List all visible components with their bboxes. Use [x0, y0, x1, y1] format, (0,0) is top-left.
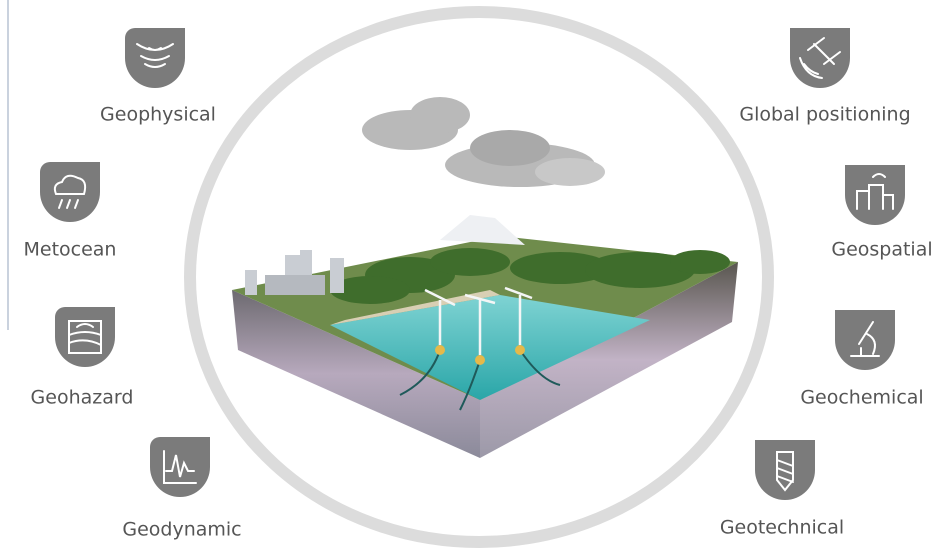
icon-geotechnical — [755, 440, 815, 500]
node-label: Geotechnical — [720, 517, 844, 539]
icon-geophysical — [125, 28, 185, 88]
icon-geodynamic — [150, 437, 210, 497]
node-label: Geophysical — [100, 104, 216, 126]
node-label: Geohazard — [31, 387, 134, 409]
icon-geohazard — [55, 307, 115, 367]
landscape — [232, 215, 738, 458]
ring — [184, 6, 774, 548]
icon-geospatial — [845, 165, 905, 225]
node-label: Metocean — [24, 239, 117, 261]
icon-metocean — [40, 162, 100, 222]
node-label: Geodynamic — [122, 519, 241, 541]
icon-global-positioning — [790, 28, 850, 88]
node-label: Geochemical — [800, 387, 923, 409]
icon-geochemical — [835, 310, 895, 370]
node-label: Global positioning — [739, 104, 910, 126]
cloud — [362, 97, 605, 187]
node-label: Geospatial — [831, 239, 932, 261]
